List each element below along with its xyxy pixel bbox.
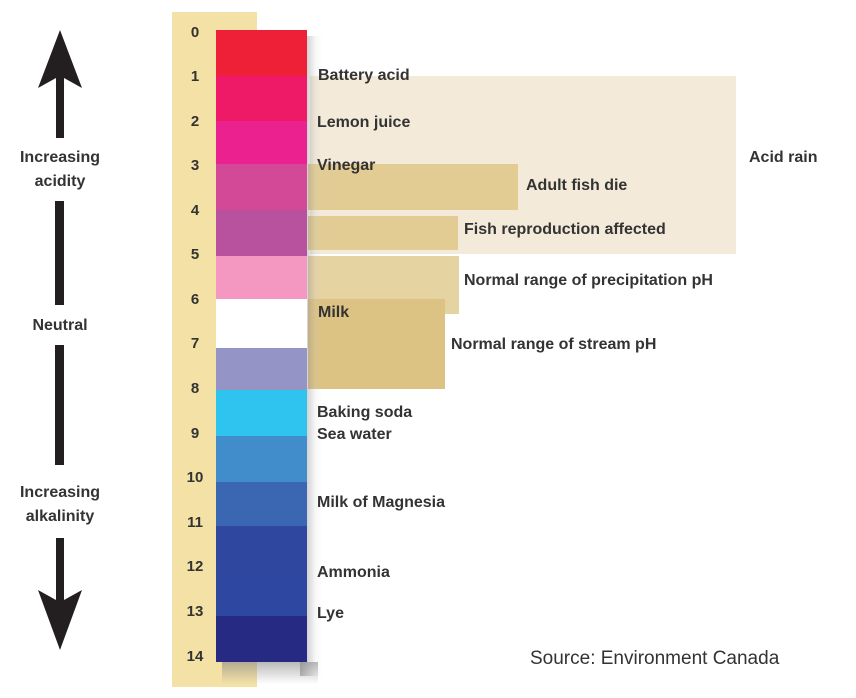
range-fish-reproduction	[308, 216, 458, 250]
substance-lye: Lye	[317, 605, 344, 622]
band-2-3	[216, 121, 307, 164]
substance-lemon-juice: Lemon juice	[317, 114, 411, 131]
increasing-acidity-label: Increasing acidity	[0, 146, 120, 194]
range-label-stream: Normal range of stream pH	[451, 336, 657, 353]
scale-number-9: 9	[190, 425, 200, 442]
alkalinity-line-2: alkalinity	[25, 508, 95, 525]
band-12-13	[216, 571, 307, 616]
range-label-precipitation: Normal range of precipitation pH	[464, 272, 713, 289]
range-label-adult-fish-die: Adult fish die	[526, 177, 628, 194]
range-adult-fish-die	[308, 164, 518, 210]
substance-baking-soda: Baking soda	[317, 404, 413, 421]
scale-number-12: 12	[186, 558, 204, 575]
substance-ammonia: Ammonia	[317, 564, 390, 581]
scale-number-2: 2	[190, 113, 200, 130]
scale-number-5: 5	[190, 246, 200, 263]
band-10-11	[216, 482, 307, 526]
acidity-line-1: Increasing	[19, 149, 101, 166]
arrow-down-icon	[38, 538, 82, 650]
substance-milk: Milk	[318, 304, 350, 321]
scale-number-0: 0	[190, 24, 200, 41]
scale-number-3: 3	[190, 157, 200, 174]
band-5-6	[216, 256, 307, 299]
scale-number-11: 11	[187, 514, 203, 531]
scale-number-7: 7	[190, 335, 200, 352]
band-1-2	[216, 76, 307, 121]
substance-sea-water: Sea water	[317, 426, 392, 443]
substance-vinegar: Vinegar	[317, 157, 376, 174]
scale-number-4: 4	[190, 202, 200, 219]
band-4-5	[216, 210, 307, 256]
strip-shadow-bottom	[222, 662, 318, 684]
source-credit: Source: Environment Canada	[530, 648, 780, 669]
increasing-alkalinity-label: Increasing alkalinity	[0, 481, 120, 529]
alkalinity-line-1: Increasing	[19, 484, 101, 501]
range-label-fish-reproduction: Fish reproduction affected	[464, 221, 666, 238]
scale-number-14: 14	[186, 648, 204, 665]
band-8-9	[216, 390, 307, 436]
range-label-acid-rain: Acid rain	[749, 149, 818, 166]
scale-number-10: 10	[186, 469, 204, 486]
neutral-label: Neutral	[32, 317, 88, 334]
band-11-12	[216, 526, 307, 571]
range-stream	[308, 299, 445, 389]
scale-number-1: 1	[190, 68, 200, 85]
scale-number-13: 13	[186, 603, 204, 620]
scale-number-8: 8	[190, 380, 200, 397]
band-6-7	[216, 299, 307, 348]
band-7-8	[216, 348, 307, 390]
arrow-shaft-middle	[55, 345, 64, 465]
scale-number-6: 6	[190, 291, 200, 308]
band-3-4	[216, 164, 307, 210]
band-9-10	[216, 436, 307, 482]
band-13-14	[216, 616, 307, 662]
band-0-1	[216, 30, 307, 76]
arrow-up-icon	[38, 30, 82, 138]
substance-milk-of-magnesia: Milk of Magnesia	[317, 494, 446, 511]
arrow-shaft-upper	[55, 201, 64, 305]
substance-battery-acid: Battery acid	[318, 67, 410, 84]
acidity-line-2: acidity	[34, 173, 86, 190]
